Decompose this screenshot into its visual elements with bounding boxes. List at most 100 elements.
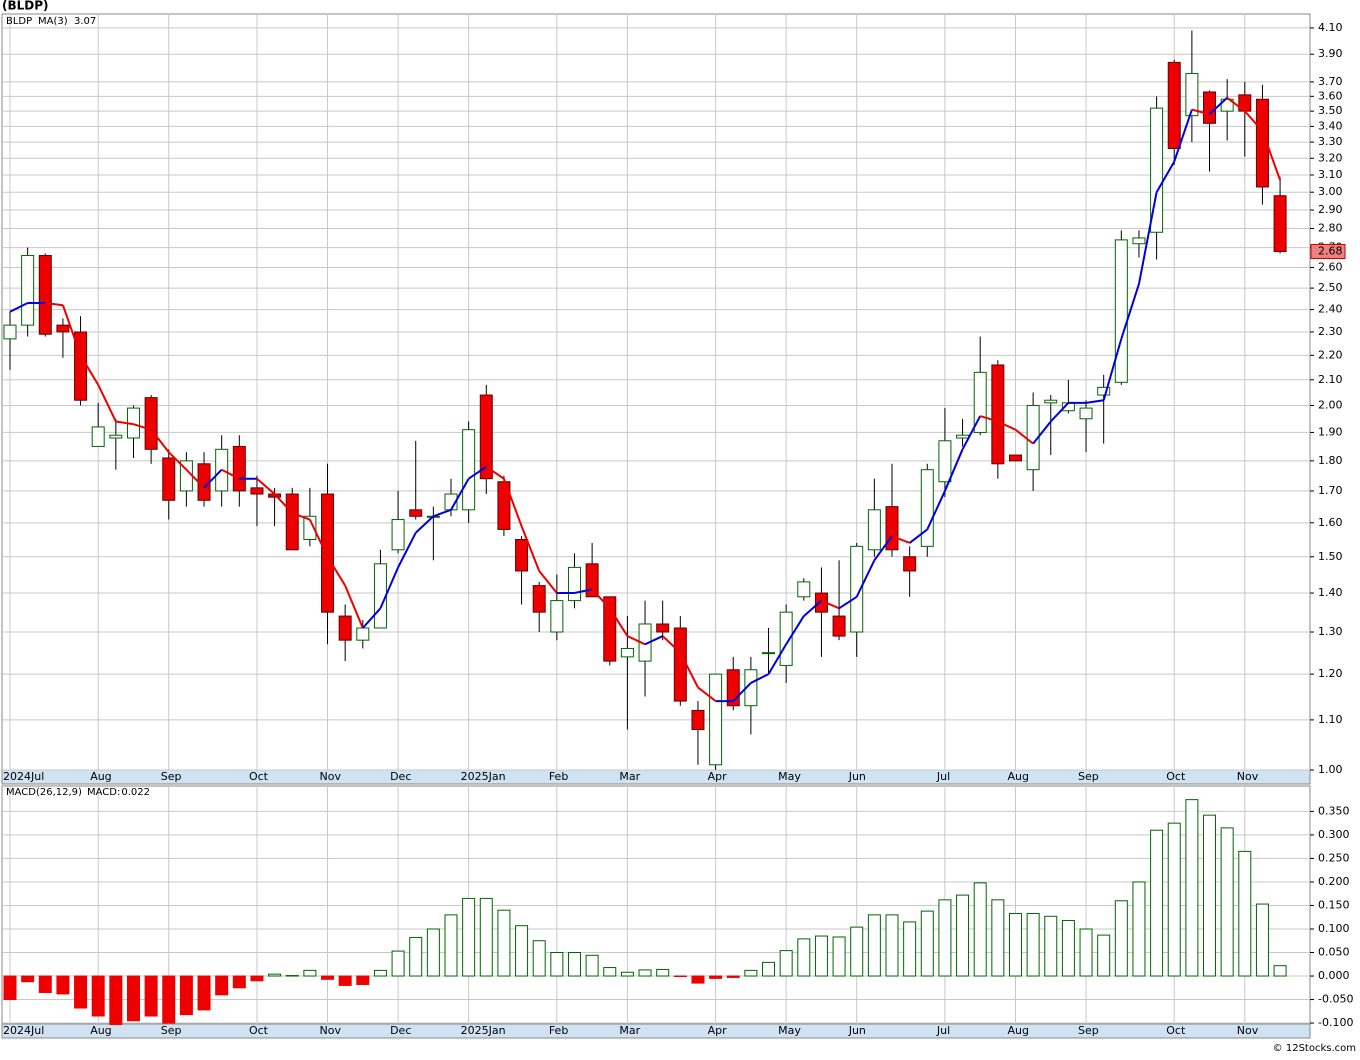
ma-line: [1173, 109, 1193, 162]
y-tick-label: 3.70: [1318, 75, 1343, 88]
candle-body: [797, 581, 811, 598]
y-tick-label: 0.200: [1318, 875, 1350, 888]
candle-body: [338, 615, 352, 641]
candle-body: [38, 254, 52, 335]
ma-line: [1226, 96, 1246, 112]
candle-body: [321, 493, 335, 613]
y-tick-label: 2.10: [1318, 373, 1343, 386]
ma-line: [909, 528, 928, 544]
ma-line: [308, 519, 329, 558]
candle-body: [356, 627, 370, 641]
macd-bar: [144, 975, 158, 1017]
ma-line: [450, 478, 470, 511]
ma-line: [767, 643, 788, 675]
ma-line: [785, 615, 805, 645]
macd-bar: [126, 975, 140, 1022]
macd-bar: [567, 952, 581, 977]
candle-body: [1255, 98, 1269, 188]
candle-body: [779, 611, 793, 666]
macd-bar: [409, 936, 423, 977]
macd-bar: [603, 967, 617, 977]
macd-bar: [250, 975, 264, 982]
macd-bar: [38, 975, 52, 993]
macd-bar: [1203, 814, 1217, 977]
ma-line: [997, 420, 1016, 431]
macd-bar: [797, 938, 811, 977]
legend-label: MA(3): [38, 16, 68, 27]
last-price-label: 2.68: [1318, 245, 1343, 258]
candle-body: [1008, 454, 1022, 462]
candle-body: [91, 426, 105, 447]
x-tick-label: Apr: [708, 770, 728, 783]
macd-bar: [162, 975, 176, 1024]
candle-body: [620, 647, 634, 658]
candle-body: [1150, 107, 1164, 233]
x-tick-label: Sep: [1078, 1024, 1099, 1037]
candle-body: [656, 623, 670, 633]
macd-bar: [638, 969, 652, 977]
macd-bar: [109, 975, 123, 1025]
ma-line: [891, 535, 910, 544]
y-tick-label: -0.050: [1318, 993, 1353, 1006]
price-panel: [1, 13, 1311, 771]
ma-line: [221, 468, 240, 480]
y-tick-label: 3.20: [1318, 151, 1343, 164]
macd-bar: [779, 950, 793, 977]
ma-line: [79, 354, 100, 386]
ma-line: [1155, 161, 1176, 193]
date-strip: [1, 1023, 1311, 1039]
candle-body: [285, 493, 299, 551]
ma-line: [326, 556, 347, 587]
macd-bar: [356, 975, 370, 985]
chart-title: (BLDP): [2, 0, 49, 13]
candle-body: [938, 440, 952, 483]
macd-bar: [497, 909, 511, 977]
macd-bar: [1132, 881, 1146, 977]
candle-body: [832, 615, 846, 637]
macd-bar: [709, 975, 723, 979]
y-tick-label: 0.300: [1318, 828, 1350, 841]
ma-line: [750, 673, 769, 684]
ma-line: [679, 652, 699, 688]
y-tick-label: 2.80: [1318, 221, 1343, 234]
macd-bar: [550, 952, 564, 977]
ma-line: [1102, 338, 1123, 401]
macd-bar: [232, 975, 246, 989]
x-tick-label: Sep: [161, 1024, 182, 1037]
y-tick-label: 2.90: [1318, 203, 1343, 216]
ma-line: [397, 532, 417, 568]
y-tick-label: 1.90: [1318, 425, 1343, 438]
ma-line: [1032, 420, 1052, 445]
y-tick-label: 4.10: [1318, 21, 1343, 34]
candle-body: [409, 509, 423, 517]
ma-line: [732, 682, 752, 702]
macd-bar: [1167, 822, 1181, 977]
ma-line: [1014, 428, 1034, 445]
x-tick-label: Oct: [249, 770, 269, 783]
macd-bar: [1008, 912, 1022, 977]
ma-line: [485, 465, 505, 480]
y-tick-label: 1.20: [1318, 667, 1343, 680]
x-tick-label: May: [778, 1024, 801, 1037]
candle-body: [21, 254, 35, 326]
y-tick-label: 3.10: [1318, 168, 1343, 181]
x-tick-label: Nov: [1237, 1024, 1259, 1037]
macd-bar: [1273, 965, 1287, 977]
ma-line: [273, 493, 293, 514]
x-tick-label: Nov: [320, 1024, 342, 1037]
macd-bar: [1150, 829, 1164, 977]
macd-bar: [91, 975, 105, 1017]
x-tick-label: Oct: [249, 1024, 269, 1037]
x-tick-label: Feb: [549, 1024, 568, 1037]
x-tick-label: Aug: [90, 770, 111, 783]
macd-bar: [1061, 920, 1075, 977]
macd-bar: [1044, 915, 1058, 977]
candle-body: [303, 515, 317, 541]
candle-body: [462, 429, 476, 511]
ma-line: [168, 451, 188, 471]
y-tick-label: 3.60: [1318, 89, 1343, 102]
macd-bar: [56, 975, 70, 995]
y-tick-label: 3.50: [1318, 104, 1343, 117]
ma-line: [1261, 130, 1282, 181]
